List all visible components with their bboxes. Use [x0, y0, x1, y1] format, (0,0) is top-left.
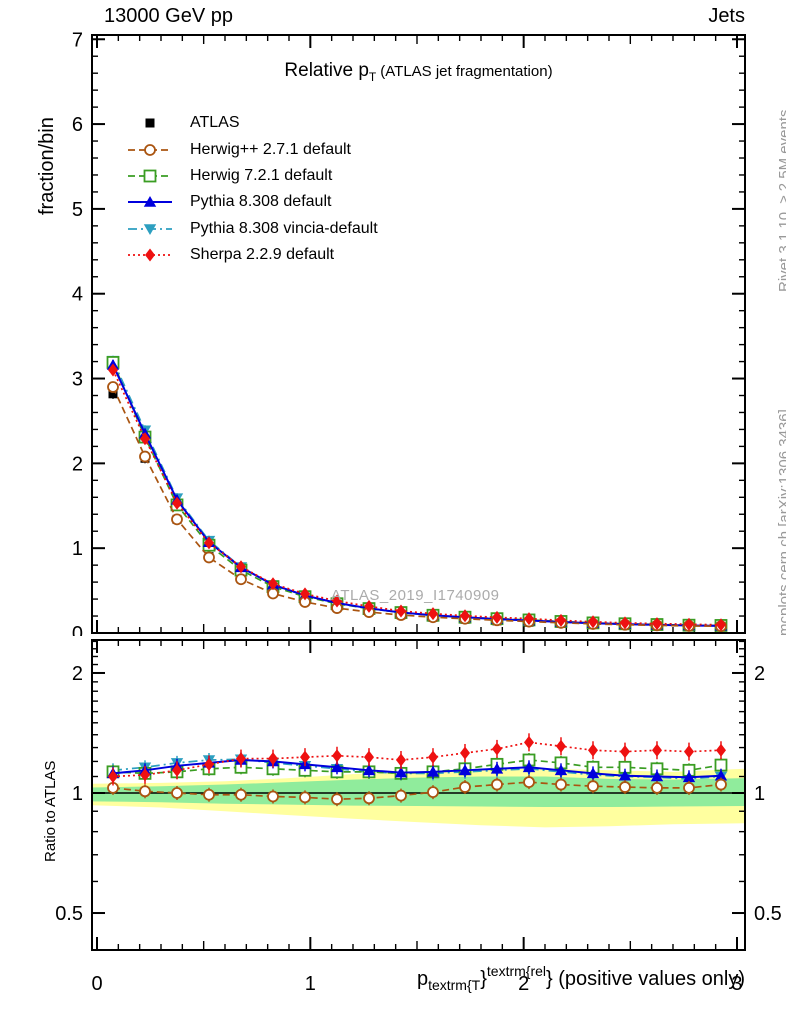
plot-title-detail: (ATLAS jet fragmentation)	[380, 63, 553, 80]
ratio-y-tick-label-left: 2	[72, 663, 83, 685]
main-y-tick-label: 4	[72, 284, 83, 306]
legend-marker-herwig7-icon	[128, 169, 172, 183]
legend-marker-herwigpp-icon	[128, 143, 172, 156]
plot-title: Relative pT (ATLAS jet fragmentation)	[92, 60, 745, 84]
x-axis-symbol: p	[416, 968, 429, 990]
x-axis-superscript: textrm{rel	[486, 963, 547, 979]
legend-item-atlas: ATLAS	[127, 110, 378, 136]
series-sherpa	[107, 733, 726, 786]
legend-label-atlas: ATLAS	[190, 114, 240, 132]
legend-label-pythia: Pythia 8.308 default	[190, 193, 332, 211]
main-y-tick-label: 5	[72, 199, 83, 221]
plot-title-main: Relative p	[284, 60, 369, 81]
legend-item-herwig7: Herwig 7.2.1 default	[127, 163, 378, 189]
main-y-tick-label: 1	[72, 538, 83, 560]
ratio-y-tick-label-right: 0.5	[754, 903, 782, 925]
series-herwigpp	[107, 775, 727, 807]
legend: ATLAS Herwig++ 2.7.1 default Herwig 7.2.1 …	[127, 110, 378, 268]
legend-label-herwigpp: Herwig++ 2.7.1 default	[190, 140, 351, 158]
x-axis-title: ptextrm{T}textrm{rel} (positive values o…	[417, 963, 745, 993]
main-y-tick-label: 7	[72, 29, 83, 51]
legend-item-herwigpp: Herwig++ 2.7.1 default	[127, 136, 378, 162]
main-y-tick-label: 0	[72, 623, 83, 645]
ratio-y-axis-title: Ratio to ATLAS	[42, 760, 59, 862]
plot-title-subscript: T	[368, 69, 377, 84]
legend-label-sherpa: Sherpa 2.2.9 default	[190, 246, 335, 264]
beam-energy-label: 13000 GeV pp	[104, 5, 233, 27]
legend-label-herwig7: Herwig 7.2.1 default	[190, 166, 333, 184]
mcplots-reference-note: mcplots.cern.ch [arXiv:1306.3436]	[776, 409, 786, 636]
main-y-tick-label: 2	[72, 453, 83, 475]
ratio-y-tick-label-right: 2	[754, 663, 765, 685]
rivet-version-note: Rivet 3.1.10, ≥ 2.5M events	[776, 109, 786, 293]
legend-item-pythia: Pythia 8.308 default	[127, 189, 378, 215]
main-y-axis-title: fraction/bin	[36, 117, 58, 215]
analysis-id-watermark: ATLAS_2019_I1740909	[331, 587, 500, 604]
x-tick-label: 3	[731, 973, 742, 995]
x-tick-label: 2	[518, 973, 529, 995]
legend-item-vincia: Pythia 8.308 vincia-default	[127, 216, 378, 242]
analysis-group-label: Jets	[708, 5, 745, 27]
x-tick-label: 1	[305, 973, 316, 995]
x-tick-label: 0	[91, 973, 102, 995]
ratio-y-tick-label-left: 1	[72, 783, 83, 805]
main-y-tick-label: 3	[72, 369, 83, 391]
legend-marker-vincia-icon	[128, 223, 172, 235]
main-y-tick-label: 6	[72, 114, 83, 136]
legend-label-vincia: Pythia 8.308 vincia-default	[190, 219, 378, 237]
legend-marker-sherpa-icon	[128, 248, 172, 262]
legend-item-sherpa: Sherpa 2.2.9 default	[127, 242, 378, 268]
x-axis-brace: }	[480, 968, 487, 990]
legend-marker-pythia-icon	[128, 196, 172, 208]
legend-marker-atlas-icon	[145, 118, 155, 128]
ratio-y-tick-label-right: 1	[754, 783, 765, 805]
ratio-y-tick-label-left: 0.5	[55, 903, 83, 925]
x-axis-note: } (positive values only)	[546, 968, 745, 990]
series-sherpa	[107, 363, 726, 632]
x-axis-subscript: textrm{T	[428, 977, 481, 993]
inner-uncertainty-band	[92, 776, 745, 808]
